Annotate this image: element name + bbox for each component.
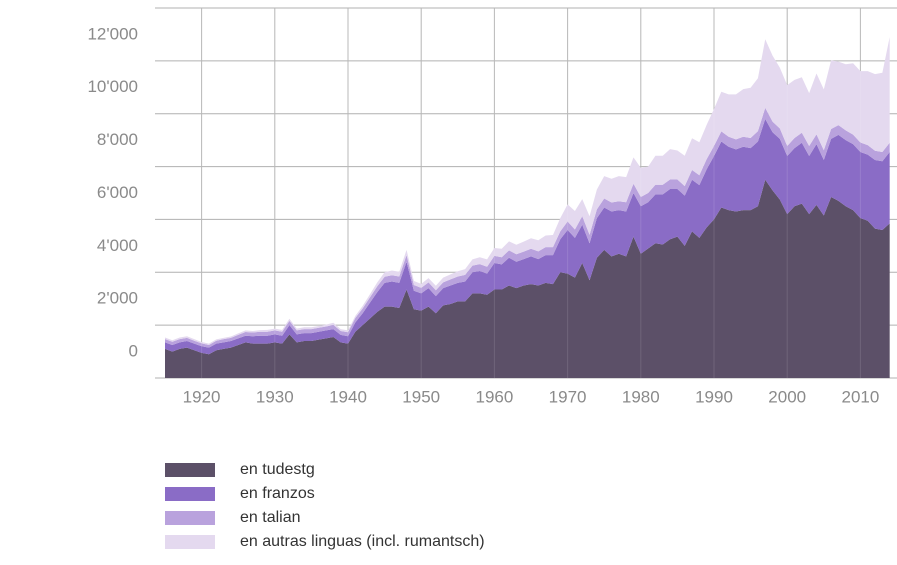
x-tick-label: 1980 [622, 387, 660, 406]
y-tick-label: 12'000 [87, 24, 138, 43]
legend-swatch [165, 535, 215, 549]
y-tick-label: 2'000 [97, 289, 138, 308]
legend-swatch [165, 511, 215, 525]
legend-label: en talian [240, 509, 301, 526]
y-tick-label: 10'000 [87, 77, 138, 96]
legend-label: en autras linguas (incl. rumantsch) [240, 533, 485, 550]
x-tick-label: 1930 [256, 387, 294, 406]
x-tick-label: 1920 [183, 387, 221, 406]
legend-label: en tudestg [240, 461, 315, 478]
y-tick-label: 0 [129, 341, 138, 360]
y-tick-label: 8'000 [97, 130, 138, 149]
legend-swatch [165, 463, 215, 477]
x-tick-label: 1950 [402, 387, 440, 406]
y-tick-label: 4'000 [97, 236, 138, 255]
legend-swatch [165, 487, 215, 501]
area [165, 119, 890, 355]
x-tick-label: 1990 [695, 387, 733, 406]
x-tick-label: 1940 [329, 387, 367, 406]
x-tick-label: 2010 [841, 387, 879, 406]
x-tick-label: 1960 [475, 387, 513, 406]
area [165, 179, 890, 378]
x-tick-label: 2000 [768, 387, 806, 406]
legend-label: en franzos [240, 485, 315, 502]
y-tick-label: 6'000 [97, 183, 138, 202]
x-tick-label: 1970 [549, 387, 587, 406]
